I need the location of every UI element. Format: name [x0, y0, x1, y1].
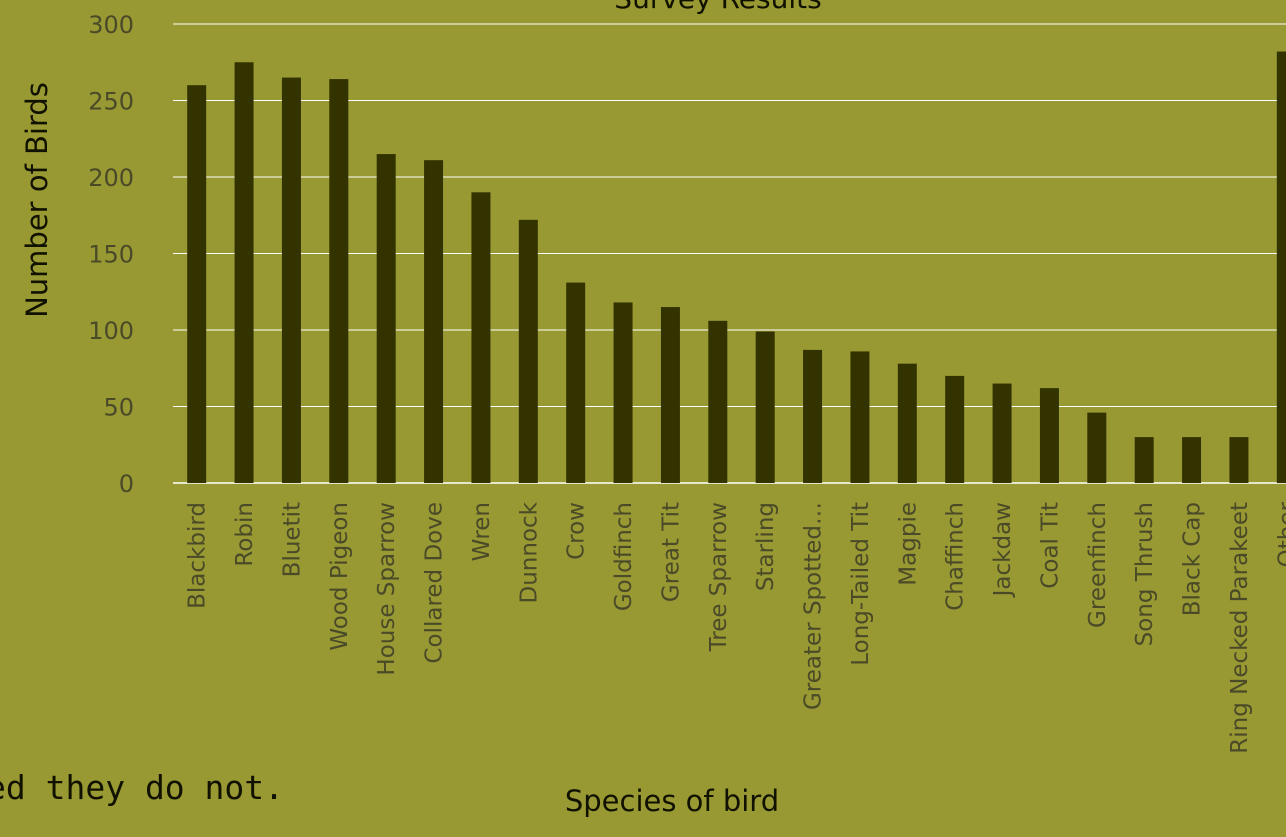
x-tick-label: Other: [1274, 501, 1286, 567]
x-tick-label: Starling: [753, 502, 779, 591]
bar: [329, 79, 349, 483]
y-tick-label: 0: [119, 470, 134, 498]
bar: [1229, 437, 1249, 483]
bar: [897, 363, 917, 483]
bar: [471, 192, 491, 484]
x-axis-title: Species of bird: [565, 784, 779, 818]
x-tick-label: Tree Sparrow: [706, 502, 732, 652]
bar: [187, 85, 207, 483]
caption-text: ed they do not.: [0, 768, 285, 807]
x-tick-label: Long-Tailed Tit: [848, 502, 874, 666]
y-tick-label: 250: [88, 88, 134, 116]
y-tick-label: 200: [88, 164, 134, 192]
x-tick-label: Ring Necked Parakeet: [1227, 502, 1253, 754]
x-tick-label: Goldfinch: [611, 502, 637, 611]
bar: [803, 349, 823, 483]
y-tick-label: 150: [88, 241, 134, 269]
bar: [1134, 437, 1154, 483]
x-tick-label: Crow: [564, 502, 590, 560]
bar: [1039, 388, 1059, 483]
x-tick-label: Chaffinch: [943, 502, 969, 611]
y-tick-label: 50: [103, 394, 134, 422]
x-tick-label: Wren: [469, 502, 495, 561]
bar: [376, 154, 396, 484]
x-tick-label: Jackdaw: [990, 502, 1016, 598]
x-tick-label: Coal Tit: [1037, 502, 1063, 589]
bar: [566, 282, 586, 483]
x-tick-label: Great Tit: [658, 502, 684, 602]
y-axis-title: Number of Birds: [20, 82, 54, 318]
bar: [1182, 437, 1202, 483]
x-tick-label: House Sparrow: [374, 502, 400, 676]
x-tick-label: Bluetit: [279, 502, 305, 577]
bar: [1087, 412, 1107, 483]
x-tick-label: Robin: [232, 502, 258, 567]
y-axis-ticks: 0 50 100 150 200 250 300: [88, 11, 134, 498]
bar: [613, 302, 633, 483]
x-tick-label: Collared Dove: [422, 502, 448, 664]
bar: [992, 383, 1012, 483]
bar: [708, 320, 728, 483]
x-tick-label: Black Cap: [1180, 502, 1206, 616]
x-tick-label: Wood Pigeon: [327, 502, 353, 651]
bars: [187, 51, 1286, 484]
bar: [518, 219, 538, 483]
bar: [234, 62, 254, 483]
bar: [1276, 51, 1286, 483]
bar: [660, 307, 680, 483]
bar: [755, 331, 775, 483]
y-tick-label: 100: [88, 317, 134, 345]
bar: [281, 77, 301, 484]
x-tick-label: Song Thrush: [1132, 502, 1158, 646]
x-tick-label: Blackbird: [185, 502, 211, 609]
x-tick-label: Magpie: [895, 502, 921, 586]
y-tick-label: 300: [88, 11, 134, 39]
chart-title: Survey Results: [614, 0, 821, 15]
x-tick-label: Greenfinch: [1085, 502, 1111, 628]
x-tick-label: Dunnock: [516, 501, 542, 603]
x-tick-label: Greater Spotted…: [801, 502, 827, 710]
bar: [424, 160, 444, 484]
bar: [850, 351, 870, 483]
x-axis-labels: Blackbird Robin Bluetit Wood Pigeon House Sp…: [185, 501, 1286, 753]
bar: [945, 375, 965, 483]
